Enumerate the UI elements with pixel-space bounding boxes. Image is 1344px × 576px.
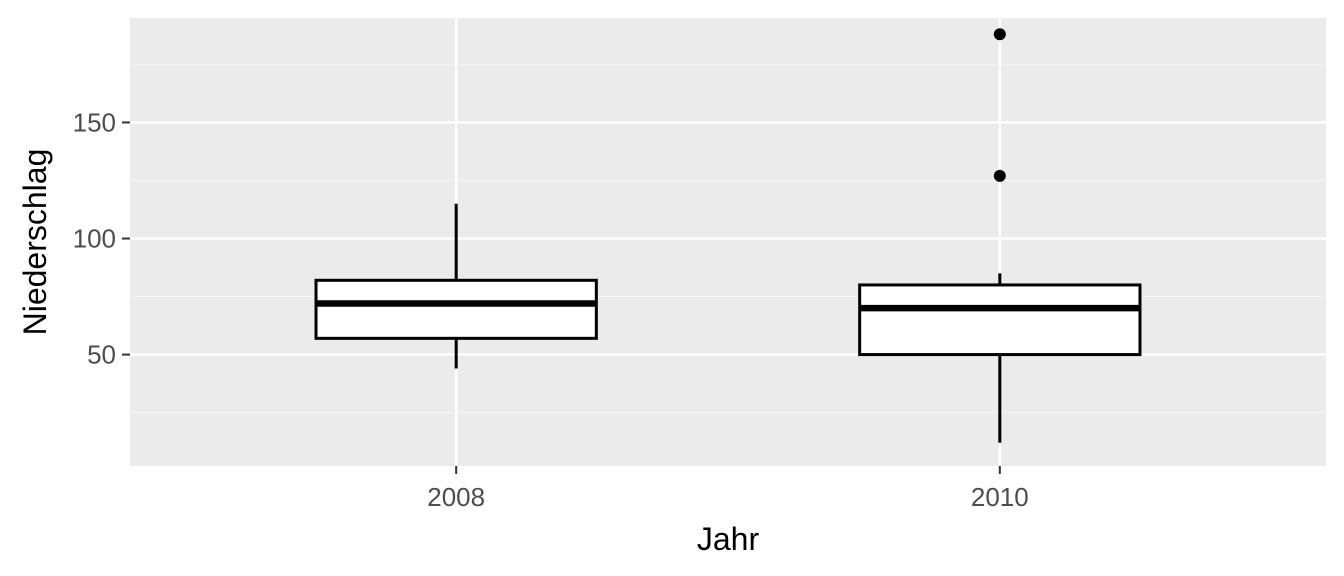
boxes <box>314 28 1142 443</box>
x-axis: 2008 2010 <box>427 466 1029 512</box>
x-tick-label: 2008 <box>427 482 485 512</box>
box-iqr <box>858 283 1142 357</box>
y-tick-label: 100 <box>73 224 116 254</box>
y-axis: 50 100 150 <box>73 107 130 370</box>
plot-panel <box>130 18 1326 466</box>
outlier-point <box>993 169 1006 182</box>
box-2008 <box>314 203 598 369</box>
outlier-point <box>993 28 1006 41</box>
y-tick-label: 50 <box>87 340 116 370</box>
x-axis-title: Jahr <box>697 521 760 557</box>
box-2010 <box>858 28 1142 443</box>
x-tick-label: 2010 <box>971 482 1029 512</box>
y-tick-label: 150 <box>73 107 116 137</box>
box-iqr <box>314 278 598 340</box>
y-axis-title: Niederschlag <box>17 149 53 336</box>
